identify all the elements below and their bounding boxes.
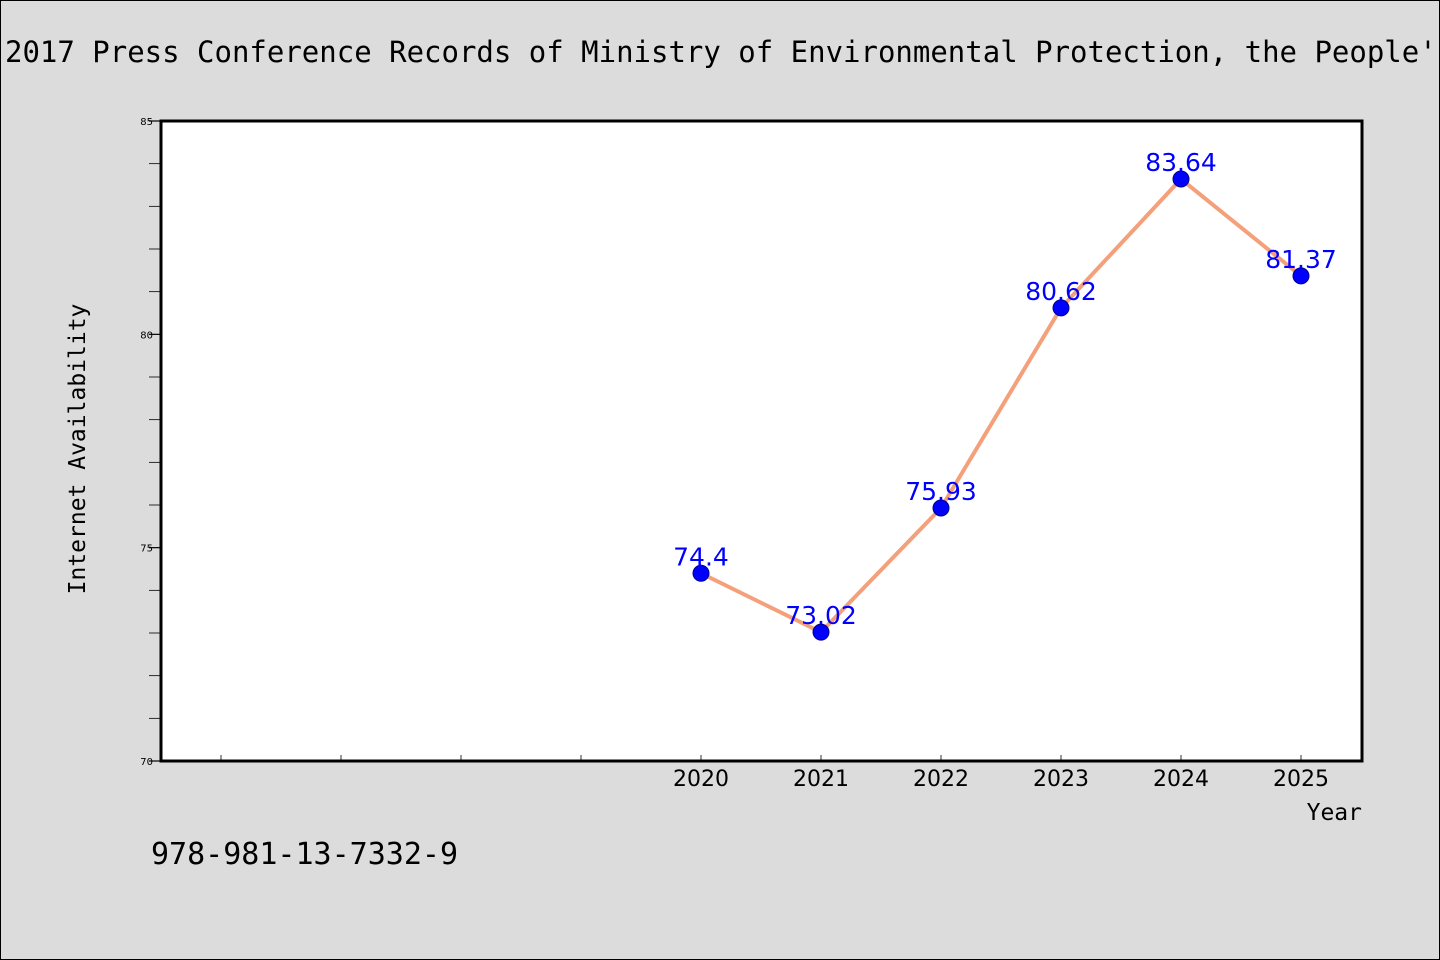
- data-point: [932, 499, 950, 517]
- data-label: 74.4: [673, 542, 729, 571]
- y-tick-label: 80: [140, 330, 153, 341]
- y-axis: 70 75 80 85: [140, 117, 161, 768]
- data-point: [1052, 299, 1070, 317]
- y-axis-label: Internet Availability: [65, 304, 91, 595]
- data-point: [812, 623, 830, 641]
- y-tick-label: 70: [140, 757, 153, 768]
- x-tick-label: 2023: [1033, 767, 1089, 792]
- plot-area: [159, 119, 1364, 763]
- footer-note: 978-981-13-7332-9: [151, 837, 459, 872]
- data-label: 73.02: [785, 601, 857, 630]
- series-line: [700, 177, 1303, 635]
- data-point: [692, 564, 710, 582]
- data-label: 80.62: [1025, 277, 1097, 306]
- data-label: 81.37: [1265, 245, 1337, 274]
- x-tick-label: 2022: [913, 767, 969, 792]
- x-axis: 2020 2021 2022 2023 2024 2025: [220, 755, 1329, 792]
- data-labels: 74.4 73.02 75.93 80.62 83.64 81.37: [673, 148, 1337, 630]
- x-tick-label: 2024: [1153, 767, 1209, 792]
- data-label: 75.93: [905, 477, 977, 506]
- x-tick-label: 2020: [673, 767, 729, 792]
- y-tick-label: 75: [140, 544, 153, 555]
- data-point: [1292, 267, 1310, 285]
- chart-title: 2017 Press Conference Records of Ministr…: [5, 35, 1439, 69]
- data-point: [1172, 170, 1190, 188]
- data-points: [692, 170, 1310, 641]
- x-tick-label: 2025: [1273, 767, 1329, 792]
- data-label: 83.64: [1145, 148, 1217, 177]
- x-axis-label: Year: [1307, 800, 1362, 826]
- x-tick-label: 2021: [793, 767, 849, 792]
- y-tick-label: 85: [140, 117, 153, 128]
